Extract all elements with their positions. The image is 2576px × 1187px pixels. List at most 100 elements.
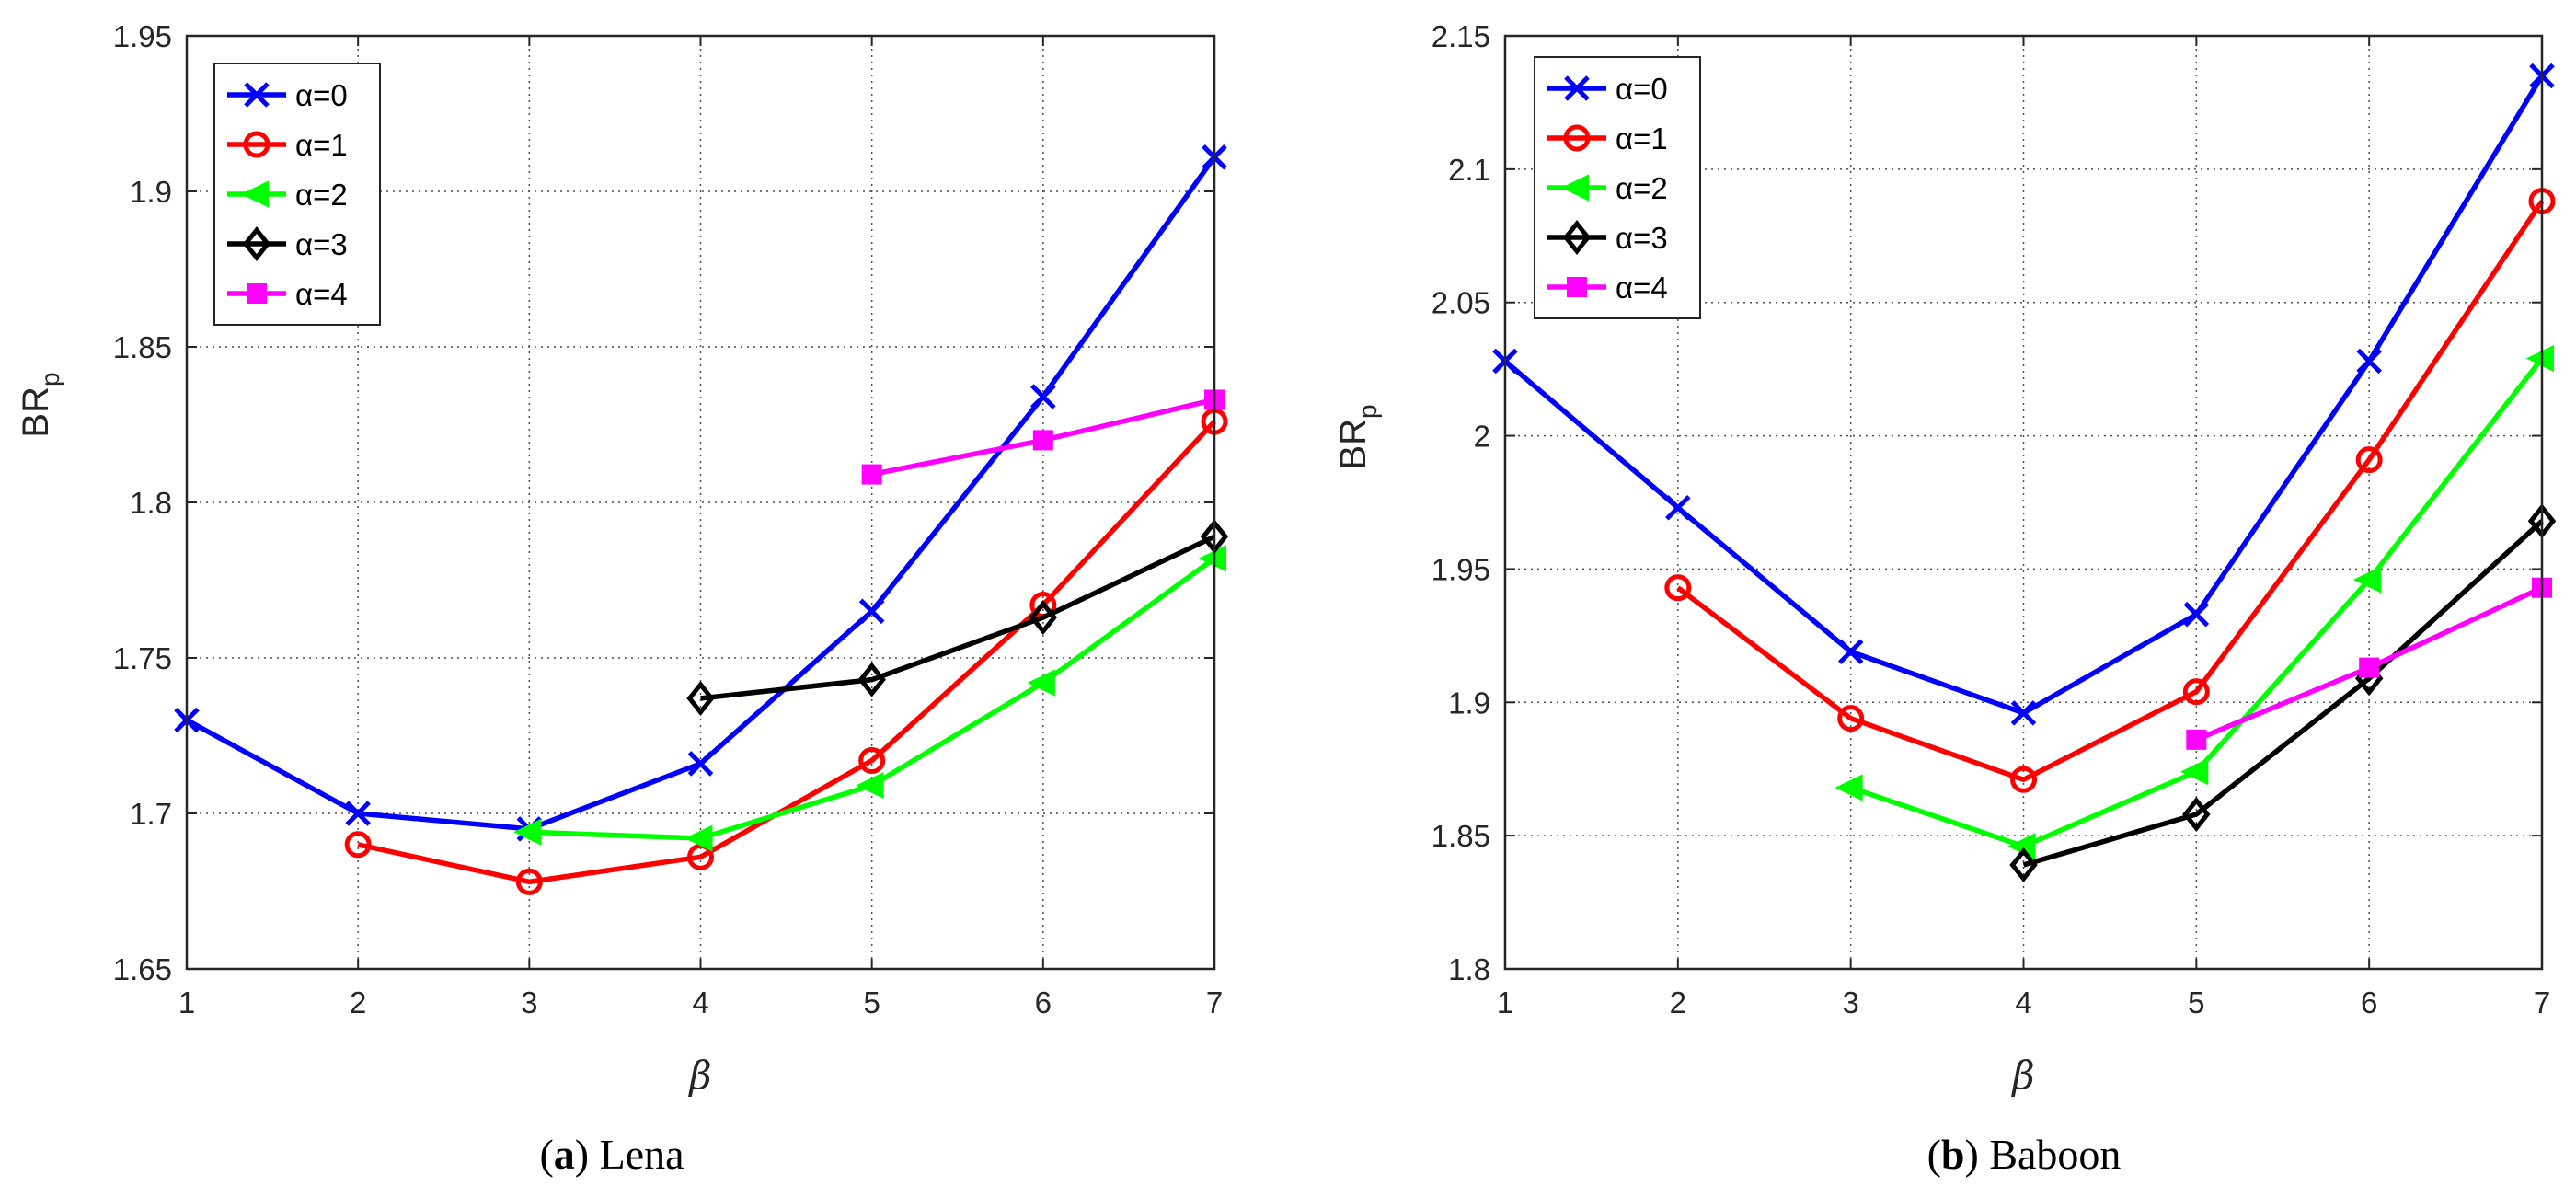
legend-entry: α=1 <box>1616 121 1668 156</box>
data-point <box>1664 574 1692 602</box>
figure-caption: (a) Lena <box>539 1131 684 1178</box>
data-point <box>513 818 542 846</box>
y-tick-label: 1.9 <box>130 175 172 209</box>
legend-marker <box>247 283 267 304</box>
data-point <box>2182 796 2211 832</box>
x-tick-label: 3 <box>1842 985 1858 1020</box>
legend-marker <box>1564 75 1590 101</box>
legend-entry: α=1 <box>295 128 348 162</box>
data-point <box>2186 729 2207 750</box>
figure-caption: (b) Baboon <box>1927 1131 2122 1178</box>
chart-2: 1 2 3 4 5 6 7 1.8 1.85 1.9 1.95 2 2.05 2.1 2.15 β BRp α=0… <box>1333 19 2557 1178</box>
x-tick-label: 6 <box>2361 985 2377 1020</box>
data-point <box>2356 348 2382 375</box>
data-point <box>857 662 886 697</box>
data-point <box>345 801 371 826</box>
y-tick-label: 1.85 <box>1432 819 1490 853</box>
data-point <box>856 771 884 800</box>
y-axis-label-main: BR <box>16 386 56 438</box>
x-tick-label: 4 <box>2015 985 2031 1020</box>
data-point <box>684 824 713 852</box>
caption-letter: b <box>1941 1131 1965 1178</box>
series-line-1 <box>357 420 1217 885</box>
data-point <box>686 680 715 716</box>
legend-entry: α=4 <box>1616 271 1668 305</box>
data-point <box>2009 847 2038 883</box>
data-point <box>1029 600 1058 636</box>
y-tick-label: 2.05 <box>1432 286 1490 320</box>
x-tick-label: 2 <box>1670 985 1686 1020</box>
legend-entry: α=4 <box>295 277 348 311</box>
data-point <box>858 598 885 625</box>
caption-name: Lena <box>600 1131 684 1178</box>
y-tick-label: 2 <box>1474 420 1490 454</box>
legend-marker <box>1560 174 1589 202</box>
y-axis-label-subscript: p <box>1353 404 1382 419</box>
x-tick-label: 7 <box>2534 985 2550 1020</box>
x-tick-label: 2 <box>350 985 366 1020</box>
chart-1: 1 2 3 4 5 6 71.651.71.751.81.851.91.95βBRpα=0α… <box>16 19 1229 1178</box>
x-axis-label: β <box>2010 1053 2034 1098</box>
series-line-3 <box>2022 519 2544 868</box>
y-axis-label-subscript: p <box>36 372 64 386</box>
caption-close-paren: ) <box>1964 1131 1989 1178</box>
data-point <box>1032 430 1053 451</box>
caption-name: Baboon <box>1989 1131 2121 1178</box>
y-tick-label: 1.95 <box>1432 552 1490 586</box>
data-point <box>2182 678 2210 706</box>
legend-entry: α=3 <box>295 227 348 261</box>
data-point <box>2010 766 2037 793</box>
data-point <box>515 868 543 895</box>
legend-marker <box>242 225 271 262</box>
data-point <box>1834 774 1863 801</box>
x-tick-label: 1 <box>178 985 195 1020</box>
data-point <box>687 751 714 777</box>
legend-marker <box>1567 277 1587 297</box>
y-tick-label: 1.7 <box>130 797 172 831</box>
y-tick-label: 1.65 <box>113 952 172 986</box>
y-tick-label: 1.95 <box>113 19 172 53</box>
legend-marker <box>1562 219 1592 256</box>
y-axis-label: BRp <box>16 372 64 437</box>
y-tick-label: 1.8 <box>130 486 172 520</box>
legend-entry: α=2 <box>1616 171 1668 205</box>
legend: α=0 α=1 α=2 α=3 α=4 <box>213 63 381 326</box>
x-axis-label: β <box>687 1053 711 1098</box>
x-tick-label: 1 <box>1497 985 1513 1020</box>
data-point <box>1027 669 1055 697</box>
data-point <box>861 464 882 485</box>
caption-close-paren: ) <box>575 1131 600 1178</box>
x-tick-label: 5 <box>2188 985 2204 1020</box>
data-point <box>2352 566 2382 594</box>
x-tick-label: 3 <box>521 985 537 1020</box>
y-tick-label: 2.15 <box>1432 19 1490 53</box>
x-tick-label: 5 <box>863 985 880 1020</box>
legend-entry: α=2 <box>295 178 348 212</box>
legend-marker <box>240 180 269 208</box>
y-tick-label: 2.1 <box>1448 153 1490 187</box>
data-point <box>2180 758 2209 786</box>
data-point <box>2525 344 2554 373</box>
data-point <box>2359 657 2380 678</box>
data-point <box>1665 495 1691 521</box>
data-point <box>344 831 372 859</box>
y-tick-label: 1.75 <box>113 641 172 675</box>
y-tick-label: 1.85 <box>113 330 172 364</box>
series-line-1 <box>1676 200 2545 783</box>
x-tick-label: 7 <box>1206 985 1223 1020</box>
data-point <box>1198 545 1226 572</box>
legend-entry: α=0 <box>1616 72 1668 106</box>
x-tick-label: 4 <box>692 985 708 1020</box>
legend-entry: α=0 <box>295 78 348 112</box>
data-point <box>858 747 886 775</box>
legend-marker <box>1563 124 1591 152</box>
caption-open-paren: ( <box>1927 1131 1941 1178</box>
data-point <box>1837 639 1864 665</box>
y-tick-label: 1.8 <box>1448 952 1490 986</box>
legend-marker <box>243 131 270 158</box>
series-line-3 <box>700 534 1216 701</box>
caption-letter: a <box>554 1131 575 1178</box>
data-point <box>2010 700 2037 726</box>
y-axis-label-main: BR <box>1333 419 1374 470</box>
